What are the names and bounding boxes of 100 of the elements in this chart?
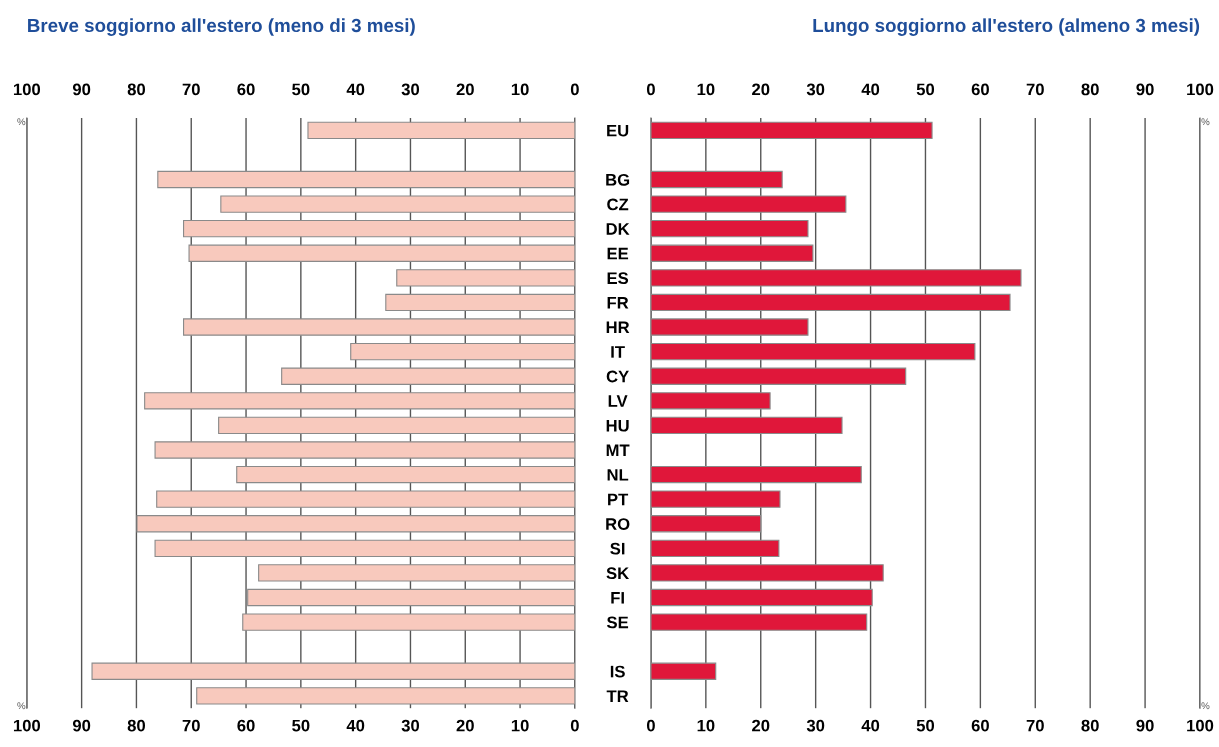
- chart-title: Lungo soggiorno all'estero (almeno 3 mesi): [813, 18, 1200, 36]
- x2-tick-label: 70: [1026, 83, 1044, 96]
- x-tick-label: 70: [182, 719, 200, 732]
- text: %: [17, 118, 26, 126]
- bar: [650, 293, 1011, 312]
- x-tick-label: 20: [456, 719, 474, 732]
- text: %: [17, 702, 26, 710]
- x2-tick-label: 30: [401, 83, 420, 96]
- y-tick-label: RO: [606, 518, 630, 530]
- x2-tick-label: 70: [182, 83, 200, 96]
- bar: [650, 564, 884, 582]
- bar: [650, 416, 843, 435]
- bar: [650, 195, 847, 213]
- bar: [650, 170, 783, 189]
- x-tick-label: 80: [127, 719, 146, 732]
- x-tick-label: 10: [697, 719, 715, 732]
- bar: [91, 662, 575, 680]
- x-tick-label: 50: [916, 719, 935, 732]
- x-tick-label: 60: [237, 719, 255, 732]
- x2-tick-label: 90: [1136, 83, 1154, 96]
- bar: [196, 687, 575, 705]
- bar: [650, 318, 809, 336]
- y-tick-label: EU: [607, 124, 629, 137]
- y-tick-label: FR: [607, 297, 629, 309]
- bar: [281, 367, 575, 385]
- bar: [218, 416, 575, 435]
- x2-tick-label: 10: [697, 83, 715, 96]
- bar: [650, 342, 976, 361]
- bar: [236, 465, 575, 484]
- x2-tick-label: 0: [646, 83, 655, 96]
- x2-tick-label: 60: [971, 83, 989, 96]
- x2-tick-label: 50: [292, 83, 310, 96]
- x-tick-label: 90: [72, 719, 91, 732]
- x-tick-label: 30: [806, 719, 825, 732]
- y-tick-label: HU: [606, 419, 629, 432]
- y-tick-label: CY: [606, 370, 629, 383]
- y-tick-label: IS: [610, 665, 625, 678]
- x-tick-label: 10: [511, 719, 529, 732]
- bar: [650, 662, 717, 680]
- y-tick-label: NL: [607, 469, 629, 481]
- y-tick-label: CZ: [607, 198, 629, 211]
- bar: [183, 318, 575, 336]
- x-tick-label: 40: [346, 719, 365, 732]
- bar: [154, 441, 575, 459]
- y-tick-label: SI: [610, 542, 625, 555]
- bar: [650, 515, 762, 533]
- y-tick-label: EE: [607, 247, 629, 260]
- bar: [650, 121, 933, 139]
- x-tick-label: 30: [401, 719, 420, 732]
- x-tick-label: 80: [1081, 719, 1099, 732]
- x2-tick-label: 40: [346, 83, 365, 96]
- x-tick-label: 0: [570, 719, 579, 732]
- bar: [650, 244, 814, 262]
- bar: [650, 465, 862, 484]
- y-tick-label: FI: [611, 592, 624, 604]
- x2-tick-label: 20: [752, 83, 770, 96]
- bar: [258, 564, 575, 582]
- chart-title: Breve soggiorno all'estero (meno di 3 mesi): [28, 18, 415, 36]
- x2-tick-label: 30: [806, 83, 825, 96]
- text: %: [1201, 118, 1210, 126]
- bar: [307, 121, 575, 139]
- bar: [650, 539, 780, 557]
- x2-tick-label: 90: [72, 83, 91, 96]
- bar: [242, 613, 575, 631]
- x-tick-label: 100: [1187, 719, 1214, 732]
- bar: [396, 269, 575, 287]
- bar: [247, 588, 575, 607]
- y-tick-label: SE: [606, 616, 629, 629]
- x2-tick-label: 20: [456, 83, 474, 96]
- bar: [157, 170, 575, 189]
- bar: [650, 367, 907, 385]
- bar: [650, 588, 873, 607]
- bar: [183, 220, 575, 238]
- bar: [156, 490, 575, 508]
- x2-tick-label: 60: [237, 83, 255, 96]
- x2-tick-label: 40: [861, 83, 880, 96]
- y-tick-label: IT: [611, 346, 625, 358]
- bar: [650, 220, 809, 238]
- x2-tick-label: 100: [13, 83, 41, 96]
- y-tick-label: ES: [607, 272, 629, 285]
- bar: [650, 392, 771, 410]
- bar: [385, 293, 575, 312]
- x-tick-label: 100: [13, 719, 41, 732]
- bar: [650, 269, 1022, 287]
- y-tick-label: SK: [606, 567, 630, 580]
- x2-tick-label: 100: [1187, 83, 1214, 96]
- y-tick-label: LV: [608, 395, 628, 407]
- y-tick-label: PT: [608, 493, 629, 506]
- x-tick-label: 70: [1026, 719, 1044, 732]
- bar: [154, 539, 575, 557]
- y-tick-label: MT: [606, 444, 630, 457]
- y-tick-label: DK: [606, 223, 630, 235]
- y-tick-label: HR: [606, 321, 630, 334]
- x-tick-label: 0: [646, 719, 655, 732]
- x2-tick-label: 80: [127, 83, 146, 96]
- x-tick-label: 60: [971, 719, 989, 732]
- text: %: [1201, 702, 1210, 710]
- y-tick-label: BG: [606, 173, 630, 186]
- x-tick-label: 50: [292, 719, 310, 732]
- bar: [188, 244, 575, 262]
